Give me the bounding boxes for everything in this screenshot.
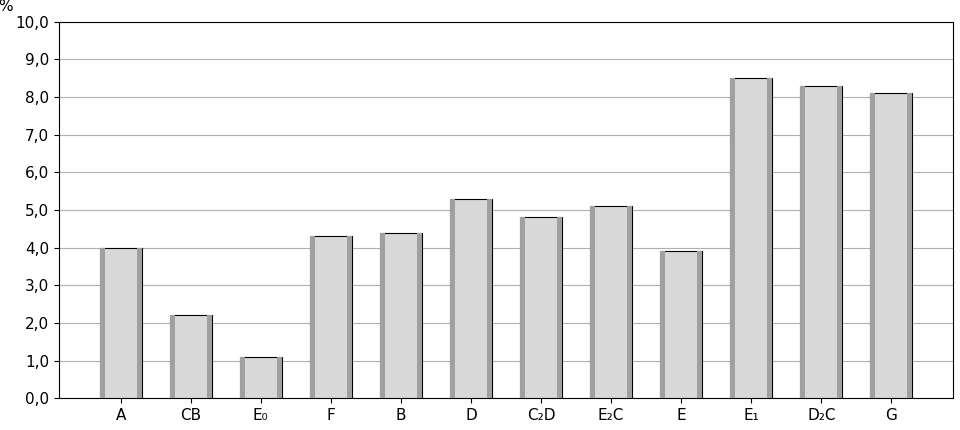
Bar	[487, 199, 492, 398]
Bar	[206, 316, 211, 398]
Bar	[557, 218, 562, 398]
Bar	[660, 252, 665, 398]
Bar	[697, 252, 702, 398]
Bar	[837, 86, 842, 398]
Bar	[767, 78, 772, 398]
Bar	[380, 233, 421, 398]
Bar	[417, 233, 421, 398]
Bar	[520, 218, 525, 398]
Bar	[660, 252, 702, 398]
Bar	[590, 206, 595, 398]
Bar	[871, 93, 912, 398]
Bar	[347, 237, 351, 398]
Bar	[590, 206, 632, 398]
Bar	[240, 357, 245, 398]
Bar	[310, 237, 315, 398]
Bar	[310, 237, 351, 398]
Bar	[450, 199, 492, 398]
Bar	[100, 248, 105, 398]
Bar	[100, 248, 141, 398]
Bar	[136, 248, 141, 398]
Bar	[450, 199, 455, 398]
Bar	[170, 316, 211, 398]
Bar	[801, 86, 805, 398]
Bar	[731, 78, 772, 398]
Bar	[871, 93, 876, 398]
Bar	[240, 357, 281, 398]
Bar	[380, 233, 385, 398]
Bar	[627, 206, 632, 398]
Bar	[276, 357, 281, 398]
Bar	[801, 86, 842, 398]
Y-axis label: %: %	[0, 0, 12, 14]
Bar	[520, 218, 562, 398]
Bar	[731, 78, 735, 398]
Bar	[170, 316, 175, 398]
Bar	[907, 93, 912, 398]
